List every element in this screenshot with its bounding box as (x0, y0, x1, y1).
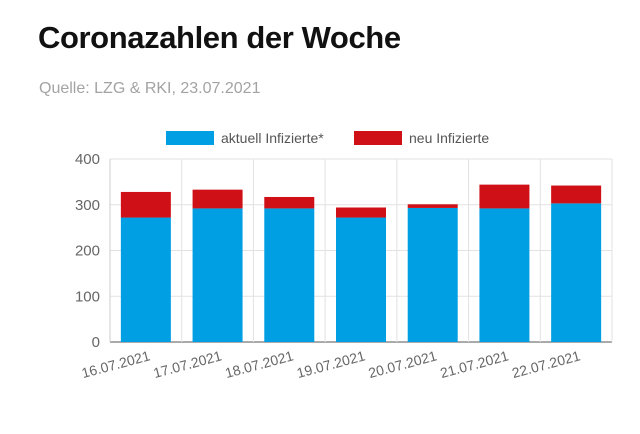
bar-new-6 (551, 185, 602, 204)
y-tick-label: 0 (92, 334, 100, 351)
bar-new-0 (120, 191, 171, 218)
bar-current-1 (192, 208, 243, 342)
bar-current-4 (407, 207, 458, 342)
x-tick-label: 18.07.2021 (223, 347, 295, 381)
bar-new-2 (264, 196, 315, 209)
bar-current-6 (551, 203, 602, 342)
bar-current-5 (479, 208, 530, 342)
legend-label-new: neu Infizierte (409, 130, 489, 146)
y-tick-label: 200 (75, 243, 100, 260)
x-tick-label: 21.07.2021 (438, 347, 510, 381)
bar-new-4 (407, 204, 458, 208)
x-tick-label: 22.07.2021 (510, 347, 582, 381)
bar-current-3 (336, 217, 386, 342)
bar-current-2 (264, 208, 315, 342)
legend-label-current: aktuell Infizierte* (221, 130, 324, 146)
x-tick-label: 19.07.2021 (295, 347, 367, 381)
chart-title: Coronazahlen der Woche (38, 20, 401, 55)
legend-swatch-new (354, 131, 402, 145)
bar-new-5 (479, 184, 530, 209)
y-tick-label: 300 (75, 197, 100, 214)
bar-new-3 (336, 207, 386, 218)
x-tick-label: 20.07.2021 (367, 347, 439, 381)
bar-new-1 (192, 189, 243, 209)
legend-swatch-current (166, 131, 214, 145)
x-tick-label: 17.07.2021 (152, 347, 224, 381)
y-tick-label: 100 (75, 288, 100, 305)
chart-source: Quelle: LZG & RKI, 23.07.2021 (39, 80, 261, 97)
bar-current-0 (120, 217, 171, 342)
x-tick-label: 16.07.2021 (80, 347, 152, 381)
y-tick-label: 400 (75, 151, 100, 168)
